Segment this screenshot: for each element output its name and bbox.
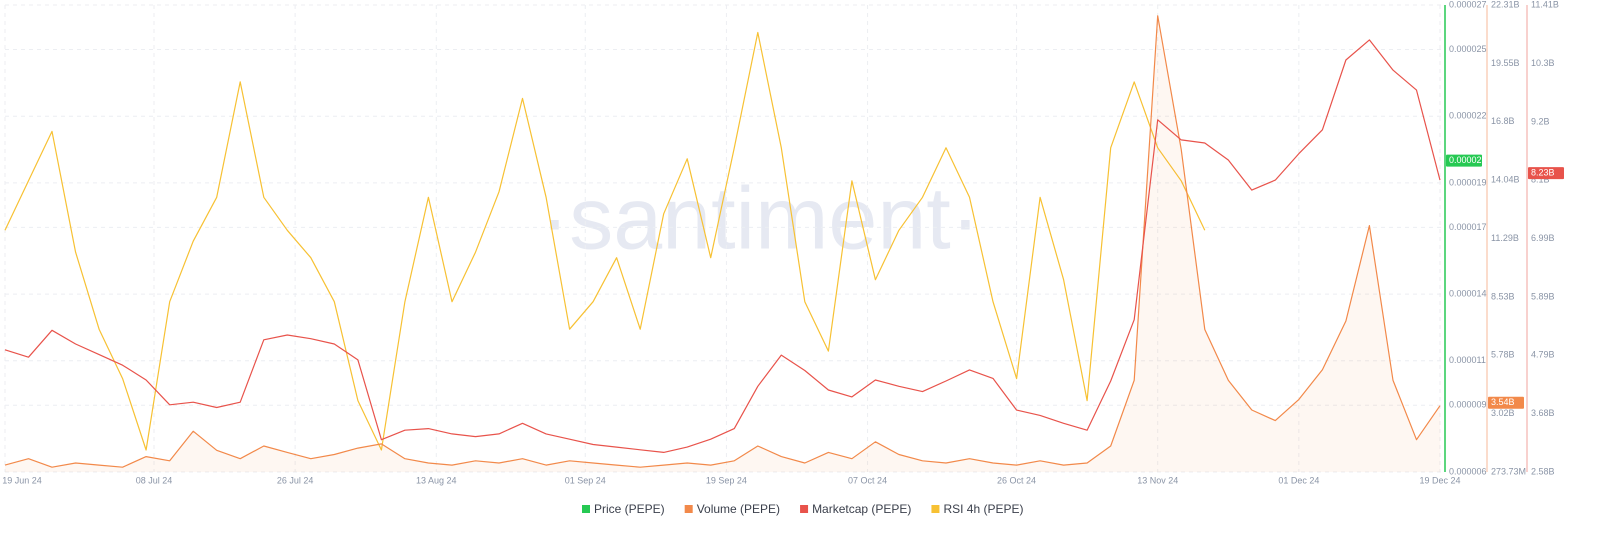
current-value-label: 0.00002 — [1449, 155, 1482, 165]
series-line — [4, 15, 1441, 468]
y-tick-label: 4.79B — [1531, 349, 1555, 359]
x-tick-label: 26 Jul 24 — [277, 475, 314, 485]
y-tick-label: 10.3B — [1531, 58, 1555, 68]
y-tick-label: 6.99B — [1531, 233, 1555, 243]
volume-area — [5, 15, 1440, 473]
legend: Price (PEPE) Volume (PEPE) Marketcap (PEPE… — [582, 502, 1023, 516]
y-tick-label: 9.2B — [1531, 116, 1550, 126]
y-tick-label: 19.55B — [1491, 58, 1520, 68]
y-tick-label: 22.31B — [1491, 0, 1520, 9]
y-tick-label: 5.89B — [1531, 291, 1555, 301]
y-tick-label: 11.41B — [1531, 0, 1559, 9]
y-tick-label: 273.73M — [1491, 466, 1526, 476]
x-tick-label: 08 Jul 24 — [136, 475, 173, 485]
x-tick-label: 13 Aug 24 — [416, 475, 457, 485]
x-tick-label: 01 Dec 24 — [1278, 475, 1319, 485]
current-value-label: 3.54B — [1491, 397, 1515, 407]
legend-label: Marketcap (PEPE) — [812, 502, 911, 516]
y-tick-label: 8.1B — [1531, 174, 1550, 184]
current-value-label: 8.23B — [1531, 168, 1555, 178]
watermark: ·santiment· — [540, 168, 980, 267]
y-tick-label: 0.000014 — [1449, 288, 1487, 298]
current-value-badge — [1488, 396, 1524, 409]
legend-label: Volume (PEPE) — [697, 502, 780, 516]
y-tick-label: 11.29B — [1491, 233, 1519, 243]
current-value-badge — [1528, 167, 1564, 180]
y-tick-label: 3.68B — [1531, 408, 1555, 418]
series-line — [4, 39, 1441, 453]
y-tick-label: 0.000027 — [1449, 0, 1487, 9]
y-tick-label: 0.000006 — [1449, 466, 1487, 476]
y-tick-label: 0.000025 — [1449, 44, 1487, 54]
y-tick-label: 3.02B — [1491, 408, 1515, 418]
x-tick-label: 07 Oct 24 — [848, 475, 887, 485]
current-value-badge — [1446, 154, 1482, 167]
x-tick-label: 13 Nov 24 — [1137, 475, 1178, 485]
y-tick-label: 8.53B — [1491, 291, 1515, 301]
legend-swatch — [931, 505, 940, 513]
legend-label: Price (PEPE) — [594, 502, 665, 516]
legend-swatch — [684, 505, 693, 513]
x-tick-label: 19 Jun 24 — [2, 475, 42, 485]
x-tick-label: 01 Sep 24 — [565, 475, 606, 485]
legend-label: RSI 4h (PEPE) — [943, 502, 1023, 516]
y-tick-label: 16.8B — [1491, 116, 1515, 126]
y-tick-label: 5.78B — [1491, 350, 1515, 360]
y-tick-label: 0.000022 — [1449, 111, 1487, 121]
y-tick-label: 2.58B — [1531, 466, 1555, 476]
y-tick-label: 0.000019 — [1449, 177, 1487, 187]
series-line — [4, 31, 1206, 451]
x-tick-label: 19 Sep 24 — [706, 475, 747, 485]
legend-swatch — [800, 505, 809, 513]
y-tick-label: 14.04B — [1491, 175, 1520, 185]
y-tick-label: 0.000009 — [1449, 400, 1487, 410]
x-tick-label: 19 Dec 24 — [1419, 475, 1460, 485]
x-tick-label: 26 Oct 24 — [997, 475, 1036, 485]
legend-swatch — [582, 505, 590, 513]
y-tick-label: 0.000011 — [1449, 355, 1486, 365]
y-tick-label: 0.000017 — [1449, 222, 1487, 232]
